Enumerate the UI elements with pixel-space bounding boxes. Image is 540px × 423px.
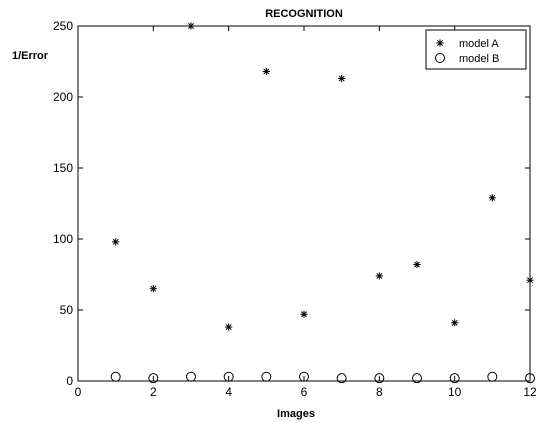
legend-box <box>425 29 527 70</box>
legend: model A model B <box>425 29 527 70</box>
y-tick-label: 150 <box>53 161 73 175</box>
model-b-point <box>487 371 498 382</box>
y-axis-ticks: 0 50 100 150 200 250 <box>53 19 530 388</box>
model-b-point <box>261 371 272 382</box>
x-tick-label: 0 <box>75 385 82 399</box>
x-tick-label: 10 <box>448 385 462 399</box>
x-axis-ticks: 0 2 4 6 8 10 12 <box>75 26 537 399</box>
model-b-point <box>412 373 422 384</box>
y-tick-label: 100 <box>53 232 73 246</box>
x-axis-label: Images <box>277 408 315 420</box>
model-b-point <box>299 371 309 382</box>
x-tick-label: 6 <box>301 385 308 399</box>
y-axis-label: 1/Error <box>12 50 49 62</box>
plot-frame <box>77 25 531 382</box>
x-tick-label: 4 <box>225 385 232 399</box>
model-b-point <box>110 371 121 382</box>
model-a-point <box>488 194 496 202</box>
model-a-point <box>262 67 270 76</box>
y-tick-label: 200 <box>53 90 73 104</box>
model-a-point <box>225 323 233 331</box>
y-tick-label: 0 <box>66 374 73 388</box>
model-a-point <box>338 74 346 83</box>
x-tick-label: 12 <box>523 385 537 399</box>
x-tick-label: 8 <box>376 385 383 399</box>
legend-circle-icon <box>435 53 445 63</box>
legend-entry-label: model A <box>459 38 499 50</box>
x-tick-label: 2 <box>150 385 157 399</box>
y-tick-label: 250 <box>53 19 73 33</box>
model-b-point <box>449 373 460 384</box>
model-b-point <box>148 373 159 384</box>
model-b-point <box>223 371 234 382</box>
legend-entry-label: model B <box>459 53 499 65</box>
model-a-point <box>187 22 195 30</box>
model-b-point <box>374 373 385 384</box>
model-a-point <box>451 319 459 327</box>
legend-asterisk-icon <box>436 39 444 47</box>
model-a-point <box>112 238 120 246</box>
data-points <box>110 22 535 384</box>
model-a-point <box>413 260 421 269</box>
model-a-point <box>149 285 157 293</box>
model-a-point <box>300 310 308 318</box>
chart-title: RECOGNITION <box>265 8 343 20</box>
model-b-point <box>336 373 347 384</box>
model-a-point <box>526 276 534 284</box>
model-b-point <box>525 373 535 384</box>
model-b-point <box>186 371 196 382</box>
model-a-point <box>375 272 383 280</box>
y-tick-label: 50 <box>60 303 74 317</box>
